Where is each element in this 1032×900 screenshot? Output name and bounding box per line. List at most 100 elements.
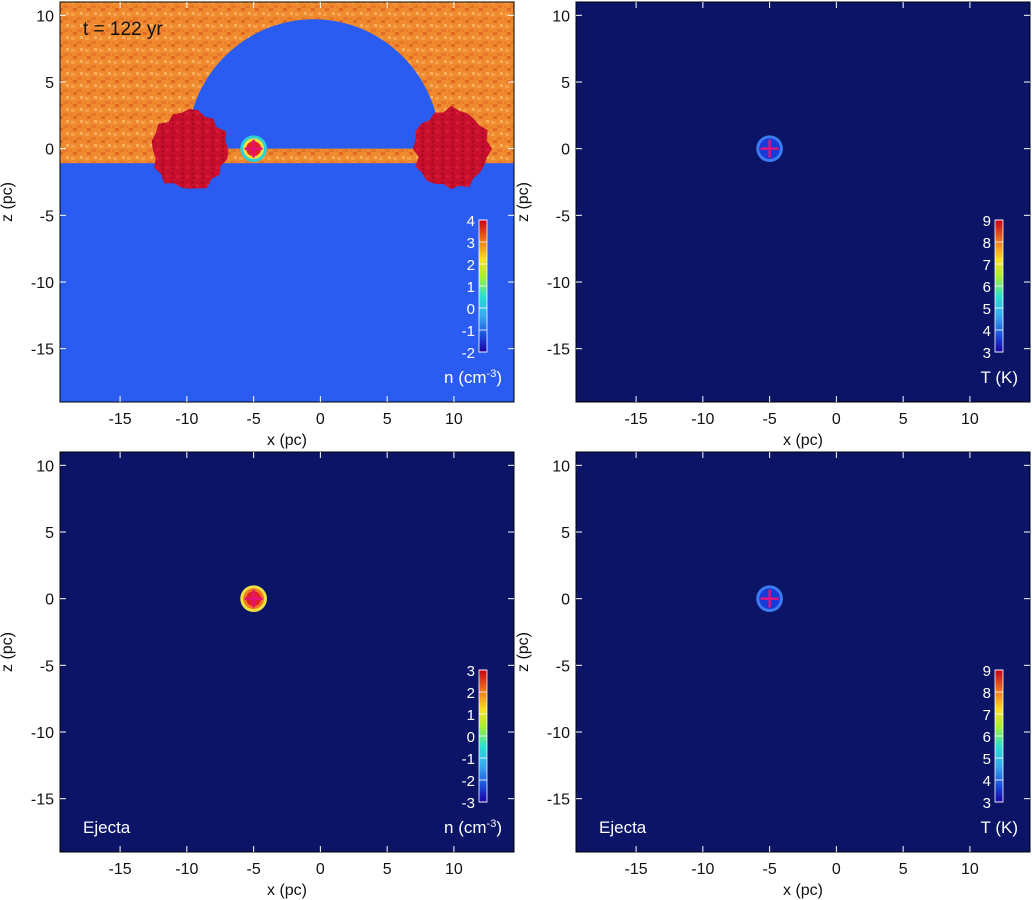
panel-label: Ejecta [83, 818, 131, 837]
y-tick-label: 5 [45, 525, 54, 542]
y-axis-title: z (pc) [0, 632, 16, 672]
colorbar-tick-label: 4 [467, 213, 475, 230]
x-tick-label: -5 [247, 411, 261, 428]
y-tick-label: 10 [552, 8, 570, 25]
colorbar-tick-label: -1 [462, 323, 475, 340]
colorbar-title: T (K) [981, 368, 1018, 387]
x-tick-label: -5 [763, 411, 777, 428]
y-tick-label: 5 [561, 525, 570, 542]
y-tick-label: -5 [556, 658, 570, 675]
colorbar-tick-label: 9 [983, 213, 991, 230]
colorbar-title-end: ) [496, 368, 502, 387]
x-axis-title: x (pc) [267, 432, 307, 449]
y-axis-title: z (pc) [515, 632, 532, 672]
x-tick-label: -10 [691, 411, 714, 428]
x-tick-label: 10 [445, 411, 463, 428]
background-field [576, 2, 1030, 402]
y-axis-title: z (pc) [0, 182, 16, 222]
colorbar-tick-label: 8 [983, 235, 991, 252]
y-tick-label: 10 [36, 458, 54, 475]
y-tick-label: 10 [36, 8, 54, 25]
x-axis-title: x (pc) [267, 882, 307, 899]
colorbar-tick-label: 2 [467, 257, 475, 274]
colorbar-tick-label: 5 [983, 301, 991, 318]
colorbar-tick-label: 5 [983, 751, 991, 768]
y-tick-label: 10 [552, 458, 570, 475]
panel-label: Ejecta [599, 818, 647, 837]
colorbar-tick-label: 3 [467, 235, 475, 252]
x-tick-label: 0 [316, 861, 325, 878]
colorbar-tick-label: -3 [462, 795, 475, 812]
x-tick-label: 5 [383, 411, 392, 428]
plot-frame [59, 1, 515, 403]
y-tick-label: 0 [561, 592, 570, 609]
y-tick-label: -10 [547, 275, 570, 292]
x-tick-label: -15 [109, 861, 132, 878]
colorbar-tick-label: 0 [467, 729, 475, 746]
y-tick-label: 0 [561, 142, 570, 159]
colorbar-tick-label: 9 [983, 663, 991, 680]
x-tick-label: 0 [316, 411, 325, 428]
colorbar-tick-label: 6 [983, 729, 991, 746]
x-tick-label: -15 [625, 861, 648, 878]
y-tick-label: -10 [547, 725, 570, 742]
colorbar-tick-label: 8 [983, 685, 991, 702]
colorbar-title-exponent: -3 [487, 818, 497, 830]
y-tick-label: -5 [40, 208, 54, 225]
x-tick-label: 5 [899, 411, 908, 428]
y-tick-label: -15 [31, 792, 54, 809]
background-field [576, 452, 1030, 852]
colorbar-tick-label: 4 [983, 323, 991, 340]
colorbar-tick-label: 2 [467, 685, 475, 702]
x-tick-label: 5 [899, 861, 908, 878]
clump-2 [412, 105, 492, 190]
panel-ejecta-temperature: -15 -10 -5 0 5 10 10 5 0 -5 -10 -15 x (pc) z (pc) 9 8 7 6… [515, 451, 1031, 899]
colorbar-tick-label: 3 [467, 663, 475, 680]
x-axis-title: x (pc) [783, 432, 823, 449]
y-tick-label: 0 [45, 592, 54, 609]
cavity-bubble [186, 19, 441, 149]
x-axis-title: x (pc) [783, 882, 823, 899]
plot-area [576, 2, 1030, 402]
x-tick-label: -15 [109, 411, 132, 428]
x-tick-label: 0 [832, 861, 841, 878]
y-tick-label: -10 [31, 275, 54, 292]
x-tick-label: -10 [175, 411, 198, 428]
y-tick-label: 5 [45, 75, 54, 92]
x-tick-label: 10 [961, 861, 979, 878]
colorbar-tick-label: 7 [983, 707, 991, 724]
colorbar-tick-label: 3 [983, 795, 991, 812]
y-tick-label: -5 [40, 658, 54, 675]
colorbar-tick-label: 0 [467, 301, 475, 318]
y-tick-label: -15 [547, 342, 570, 359]
y-tick-label: 5 [561, 75, 570, 92]
y-tick-label: -10 [31, 725, 54, 742]
plot-frame [575, 1, 1031, 403]
colorbar-tick-label: 4 [983, 773, 991, 790]
plot-frame [59, 451, 515, 853]
colorbar-title-end: ) [496, 818, 502, 837]
colorbar-tick-label: 3 [983, 345, 991, 362]
colorbar-tick-label: -2 [462, 773, 475, 790]
x-tick-label: -15 [625, 411, 648, 428]
y-tick-label: -15 [547, 792, 570, 809]
x-tick-label: 10 [445, 861, 463, 878]
colorbar-tick-label: -2 [462, 345, 475, 362]
plot-frame [575, 451, 1031, 853]
x-tick-label: -5 [763, 861, 777, 878]
time-label: t = 122 yr [83, 19, 163, 40]
x-tick-label: 0 [832, 411, 841, 428]
clump-1 [151, 108, 229, 189]
colorbar-title: T (K) [981, 818, 1018, 837]
y-tick-label: 0 [45, 142, 54, 159]
plot-area [576, 452, 1030, 852]
x-tick-label: -5 [247, 861, 261, 878]
plot-area [60, 2, 514, 402]
plot-area [60, 452, 514, 852]
colorbar-tick-label: -1 [462, 751, 475, 768]
x-tick-label: 10 [961, 411, 979, 428]
x-tick-label: 5 [383, 861, 392, 878]
x-tick-label: -10 [175, 861, 198, 878]
